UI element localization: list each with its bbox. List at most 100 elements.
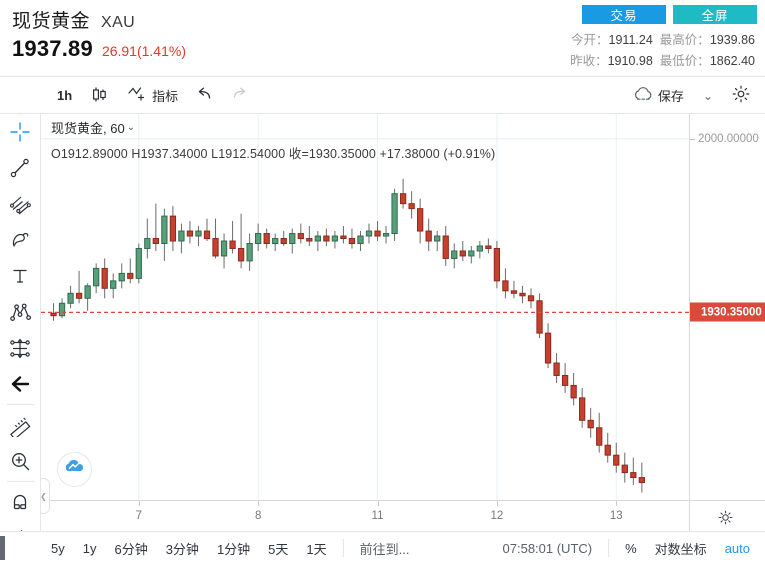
redo-button[interactable] — [222, 77, 257, 114]
candle-body — [203, 230, 211, 240]
time-scale[interactable]: 7 8 11 12 13 — [41, 500, 765, 531]
candle — [485, 238, 492, 254]
range-button-2[interactable]: 6分钟 — [114, 541, 148, 557]
candle — [323, 228, 330, 246]
candle — [255, 223, 262, 251]
zoom-in-tool[interactable] — [0, 443, 40, 479]
candle-body — [536, 300, 543, 334]
chart-pane[interactable]: 现货黄金, 60 ⌄ O1912.89000 H1937.34000 L1912… — [41, 114, 689, 500]
fib-retracement-tool[interactable] — [0, 186, 40, 222]
header: 现货黄金 XAU 1937.89 26.91(1.41%) 交易 全屏 今开：1… — [0, 0, 765, 76]
interval-button[interactable]: 1h — [48, 77, 81, 114]
open-value: 1911.24 — [608, 33, 653, 47]
candle — [237, 213, 245, 269]
percent-scale-button[interactable]: % — [625, 540, 637, 556]
high-value: 1939.86 — [709, 33, 755, 47]
candle-body — [553, 362, 560, 376]
range-button-1[interactable]: 1y — [82, 540, 97, 556]
brush-tool[interactable] — [0, 222, 40, 258]
save-menu-button[interactable]: ⌄ — [695, 77, 721, 114]
header-buttons: 交易 全屏 — [582, 5, 757, 24]
candle-body — [289, 233, 296, 244]
trend-line-tool[interactable] — [0, 150, 40, 186]
range-button-5[interactable]: 5天 — [268, 541, 289, 557]
range-button-4[interactable]: 1分钟 — [216, 541, 251, 557]
range-button-0[interactable]: 5y — [51, 540, 65, 556]
candle-body — [161, 215, 168, 244]
time-tick-mark — [616, 501, 618, 506]
ruler-tool[interactable] — [0, 407, 40, 443]
candle — [579, 387, 586, 428]
candle — [118, 263, 125, 289]
candle-body — [50, 312, 57, 317]
toolbar-divider-2 — [6, 481, 34, 482]
chart-container[interactable]: 现货黄金, 60 ⌄ O1912.89000 H1937.34000 L1912… — [41, 114, 765, 531]
arrow-cursor-tool[interactable] — [0, 366, 40, 402]
candle — [493, 241, 501, 289]
price-scale[interactable]: 2000.00000 1930.35000 — [689, 114, 765, 500]
chart-settings-button[interactable] — [723, 77, 759, 114]
candle-body — [442, 235, 449, 259]
candle — [186, 221, 194, 244]
candle — [459, 241, 466, 261]
candle-body — [527, 295, 535, 302]
current-price-badge[interactable]: 1930.35000 — [690, 302, 765, 322]
save-button[interactable]: 保存 — [624, 77, 693, 114]
candle — [110, 273, 117, 299]
candle-body — [425, 230, 432, 242]
candle — [212, 218, 219, 259]
candle-body — [417, 208, 424, 232]
candle-body — [374, 230, 381, 237]
range-button-6[interactable]: 1天 — [306, 541, 327, 557]
symbol-name: 现货黄金 — [12, 11, 91, 32]
candle — [621, 452, 628, 483]
candle-body — [348, 238, 356, 244]
candle-body — [638, 477, 645, 484]
log-scale-button[interactable]: 对数坐标 — [654, 541, 707, 557]
candle — [604, 432, 611, 463]
text-tool[interactable] — [0, 258, 40, 294]
candle — [178, 223, 185, 254]
goto-date-button[interactable]: 前往到... — [359, 541, 410, 557]
bottom-divider-1 — [342, 539, 344, 557]
range-button-3[interactable]: 3分钟 — [165, 541, 199, 557]
toolbar-collapse-handle[interactable]: ❮ — [41, 478, 50, 514]
candle-body — [519, 292, 526, 297]
candle-body — [391, 193, 398, 235]
candle — [434, 231, 441, 251]
bottom-bar: 5y 1y 6分钟 3分钟 1分钟 5天 1天 前往到... 07:58:01 (UTC) %… — [0, 531, 765, 564]
candle — [203, 218, 211, 242]
candlestick-plot[interactable] — [41, 114, 689, 500]
chart-toolbar: 1h — [0, 76, 765, 114]
candle-body — [587, 419, 594, 429]
magnet-tool[interactable] — [0, 484, 40, 520]
auto-scale-button[interactable]: auto — [724, 540, 750, 556]
candle-body — [110, 280, 117, 289]
chart-type-button[interactable] — [81, 77, 118, 114]
candle-body — [58, 302, 66, 317]
candle — [425, 218, 432, 251]
candle — [272, 233, 279, 251]
candle — [382, 226, 390, 244]
candle-body — [263, 233, 270, 244]
candle-body — [621, 464, 628, 474]
candle — [58, 298, 66, 319]
candle-body — [118, 272, 125, 282]
fullscreen-button[interactable]: 全屏 — [673, 5, 757, 24]
undo-arrow-icon — [195, 86, 214, 106]
indicators-button[interactable]: 指标 — [118, 77, 187, 114]
candle — [374, 221, 381, 242]
time-tick-label-3: 12 — [490, 510, 504, 522]
trade-button[interactable]: 交易 — [582, 5, 666, 24]
crosshair-cursor-tool[interactable] — [0, 114, 40, 150]
candle — [536, 293, 543, 339]
measure-range-tool[interactable] — [0, 330, 40, 366]
candle-body — [365, 230, 373, 237]
undo-button[interactable] — [187, 77, 222, 114]
candle — [246, 233, 253, 271]
chart-brand-logo-button[interactable] — [57, 452, 92, 487]
candle — [127, 258, 134, 284]
pattern-tool[interactable] — [0, 294, 40, 330]
time-scale-settings-button[interactable] — [715, 507, 735, 527]
clock-display[interactable]: 07:58:01 (UTC) — [502, 540, 593, 556]
